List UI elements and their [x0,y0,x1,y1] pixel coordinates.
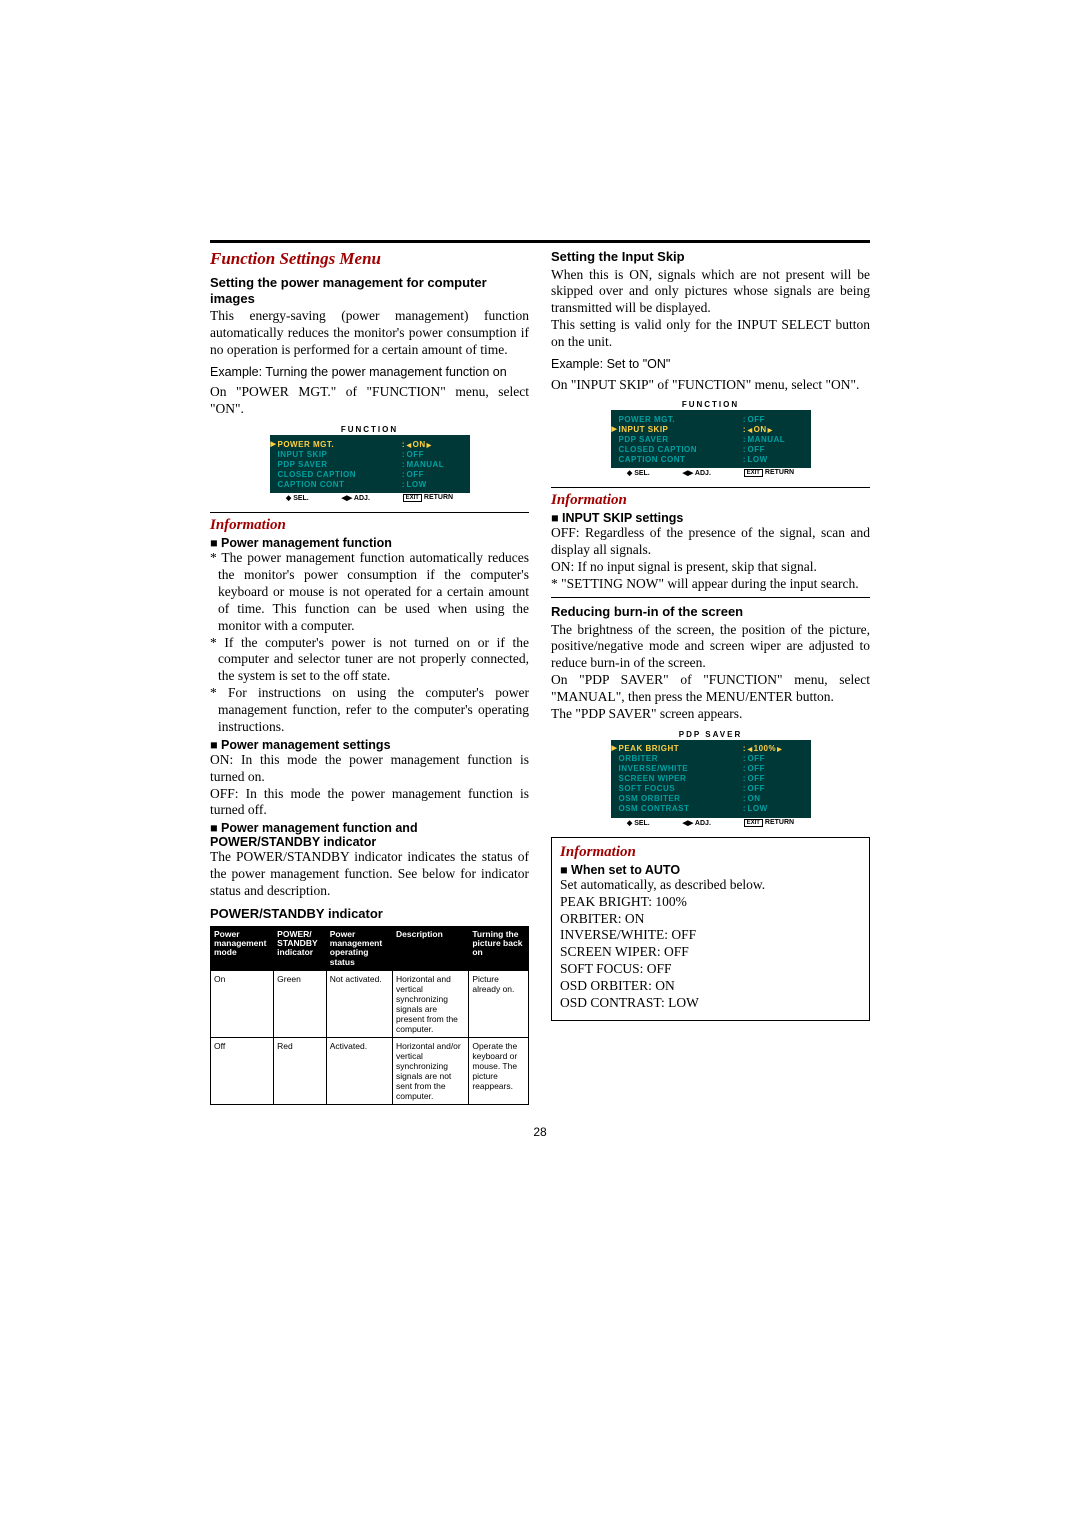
auto-line: OSD ORBITER: ON [560,978,861,995]
h-power-mgmt: Setting the power management for compute… [210,275,529,306]
osd2-title: FUNCTION [611,399,811,410]
h-pmfpsi: Power management function and POWER/STAN… [210,821,529,849]
example1: Example: Turning the power management fu… [210,365,529,381]
bul3: * For instructions on using the computer… [210,685,529,736]
h-pmf: Power management function [210,536,529,550]
p-burnin2: On "PDP SAVER" of "FUNCTION" menu, selec… [551,672,870,706]
info-box-auto: Information When set to AUTO Set automat… [551,837,870,1021]
two-column-layout: Function Settings Menu Setting the power… [210,249,870,1105]
top-rule [210,240,870,243]
p-input-skip2: This setting is valid only for the INPUT… [551,317,870,351]
bul1: * The power management function automati… [210,550,529,634]
pms-on: ON: In this mode the power management fu… [210,752,529,786]
osd-pdp-saver: PDP SAVER PEAK BRIGHT:100%ORBITER:OFFINV… [611,729,811,827]
osd-function-1: FUNCTION POWER MGT.:ONINPUT SKIP:OFFPDP … [270,424,470,502]
page-number: 28 [210,1125,870,1139]
p-burnin3: The "PDP SAVER" screen appears. [551,706,870,723]
h-input-skip: Setting the Input Skip [551,249,870,265]
right-column: Setting the Input Skip When this is ON, … [551,249,870,1105]
left-column: Function Settings Menu Setting the power… [210,249,529,1105]
info-title-2: Information [551,487,870,509]
iss-note: * "SETTING NOW" will appear during the i… [551,576,870,598]
example2: Example: Set to "ON" [551,357,870,373]
p-on-menu2: On "INPUT SKIP" of "FUNCTION" menu, sele… [551,377,870,394]
bul2: * If the computer's power is not turned … [210,635,529,686]
auto-line: SCREEN WIPER: OFF [560,944,861,961]
auto-line: ORBITER: ON [560,911,861,928]
auto-line: OSD CONTRAST: LOW [560,995,861,1012]
p-on-menu: On "POWER MGT." of "FUNCTION" menu, sele… [210,384,529,418]
auto-lines: PEAK BRIGHT: 100%ORBITER: ONINVERSE/WHIT… [560,894,861,1012]
p-pmfpsi: The POWER/STANDBY indicator indicates th… [210,849,529,900]
osd-function-2: FUNCTION POWER MGT.:OFFINPUT SKIP:ONPDP … [611,399,811,477]
indicator-table: Power management modePOWER/ STANDBY indi… [210,926,529,1105]
pms-off: OFF: In this mode the power management f… [210,786,529,820]
auto-line: INVERSE/WHITE: OFF [560,927,861,944]
h-table: POWER/STANDBY indicator [210,906,529,922]
h-iss: INPUT SKIP settings [551,511,870,525]
p-input-skip1: When this is ON, signals which are not p… [551,267,870,318]
h-burnin: Reducing burn-in of the screen [551,604,870,620]
p-auto-intro: Set automatically, as described below. [560,877,861,894]
main-heading: Function Settings Menu [210,249,529,269]
h-auto: When set to AUTO [560,863,861,877]
osd1-title: FUNCTION [270,424,470,435]
osd3-title: PDP SAVER [611,729,811,740]
auto-line: PEAK BRIGHT: 100% [560,894,861,911]
iss-on: ON: If no input signal is present, skip … [551,559,870,576]
p-power-mgmt: This energy-saving (power management) fu… [210,308,529,359]
auto-line: SOFT FOCUS: OFF [560,961,861,978]
h-pms: Power management settings [210,738,529,752]
iss-off: OFF: Regardless of the presence of the s… [551,525,870,559]
p-burnin1: The brightness of the screen, the positi… [551,622,870,673]
info-title-3: Information [560,844,861,861]
info-title-1: Information [210,512,529,534]
